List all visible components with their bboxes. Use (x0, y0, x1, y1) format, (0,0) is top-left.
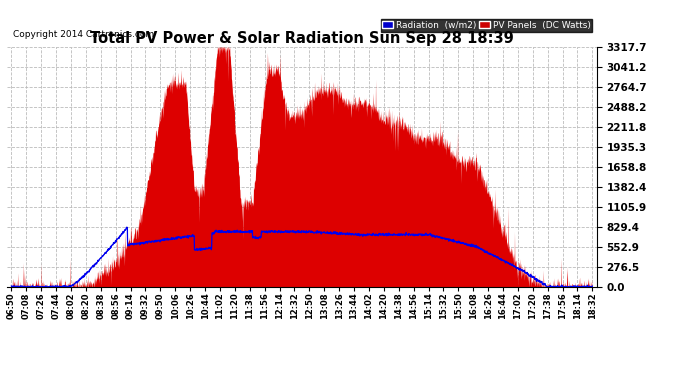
Text: Copyright 2014 Cartronics.com: Copyright 2014 Cartronics.com (13, 30, 154, 39)
Title: Total PV Power & Solar Radiation Sun Sep 28 18:39: Total PV Power & Solar Radiation Sun Sep… (90, 31, 514, 46)
Legend: Radiation  (w/m2), PV Panels  (DC Watts): Radiation (w/m2), PV Panels (DC Watts) (381, 19, 592, 32)
